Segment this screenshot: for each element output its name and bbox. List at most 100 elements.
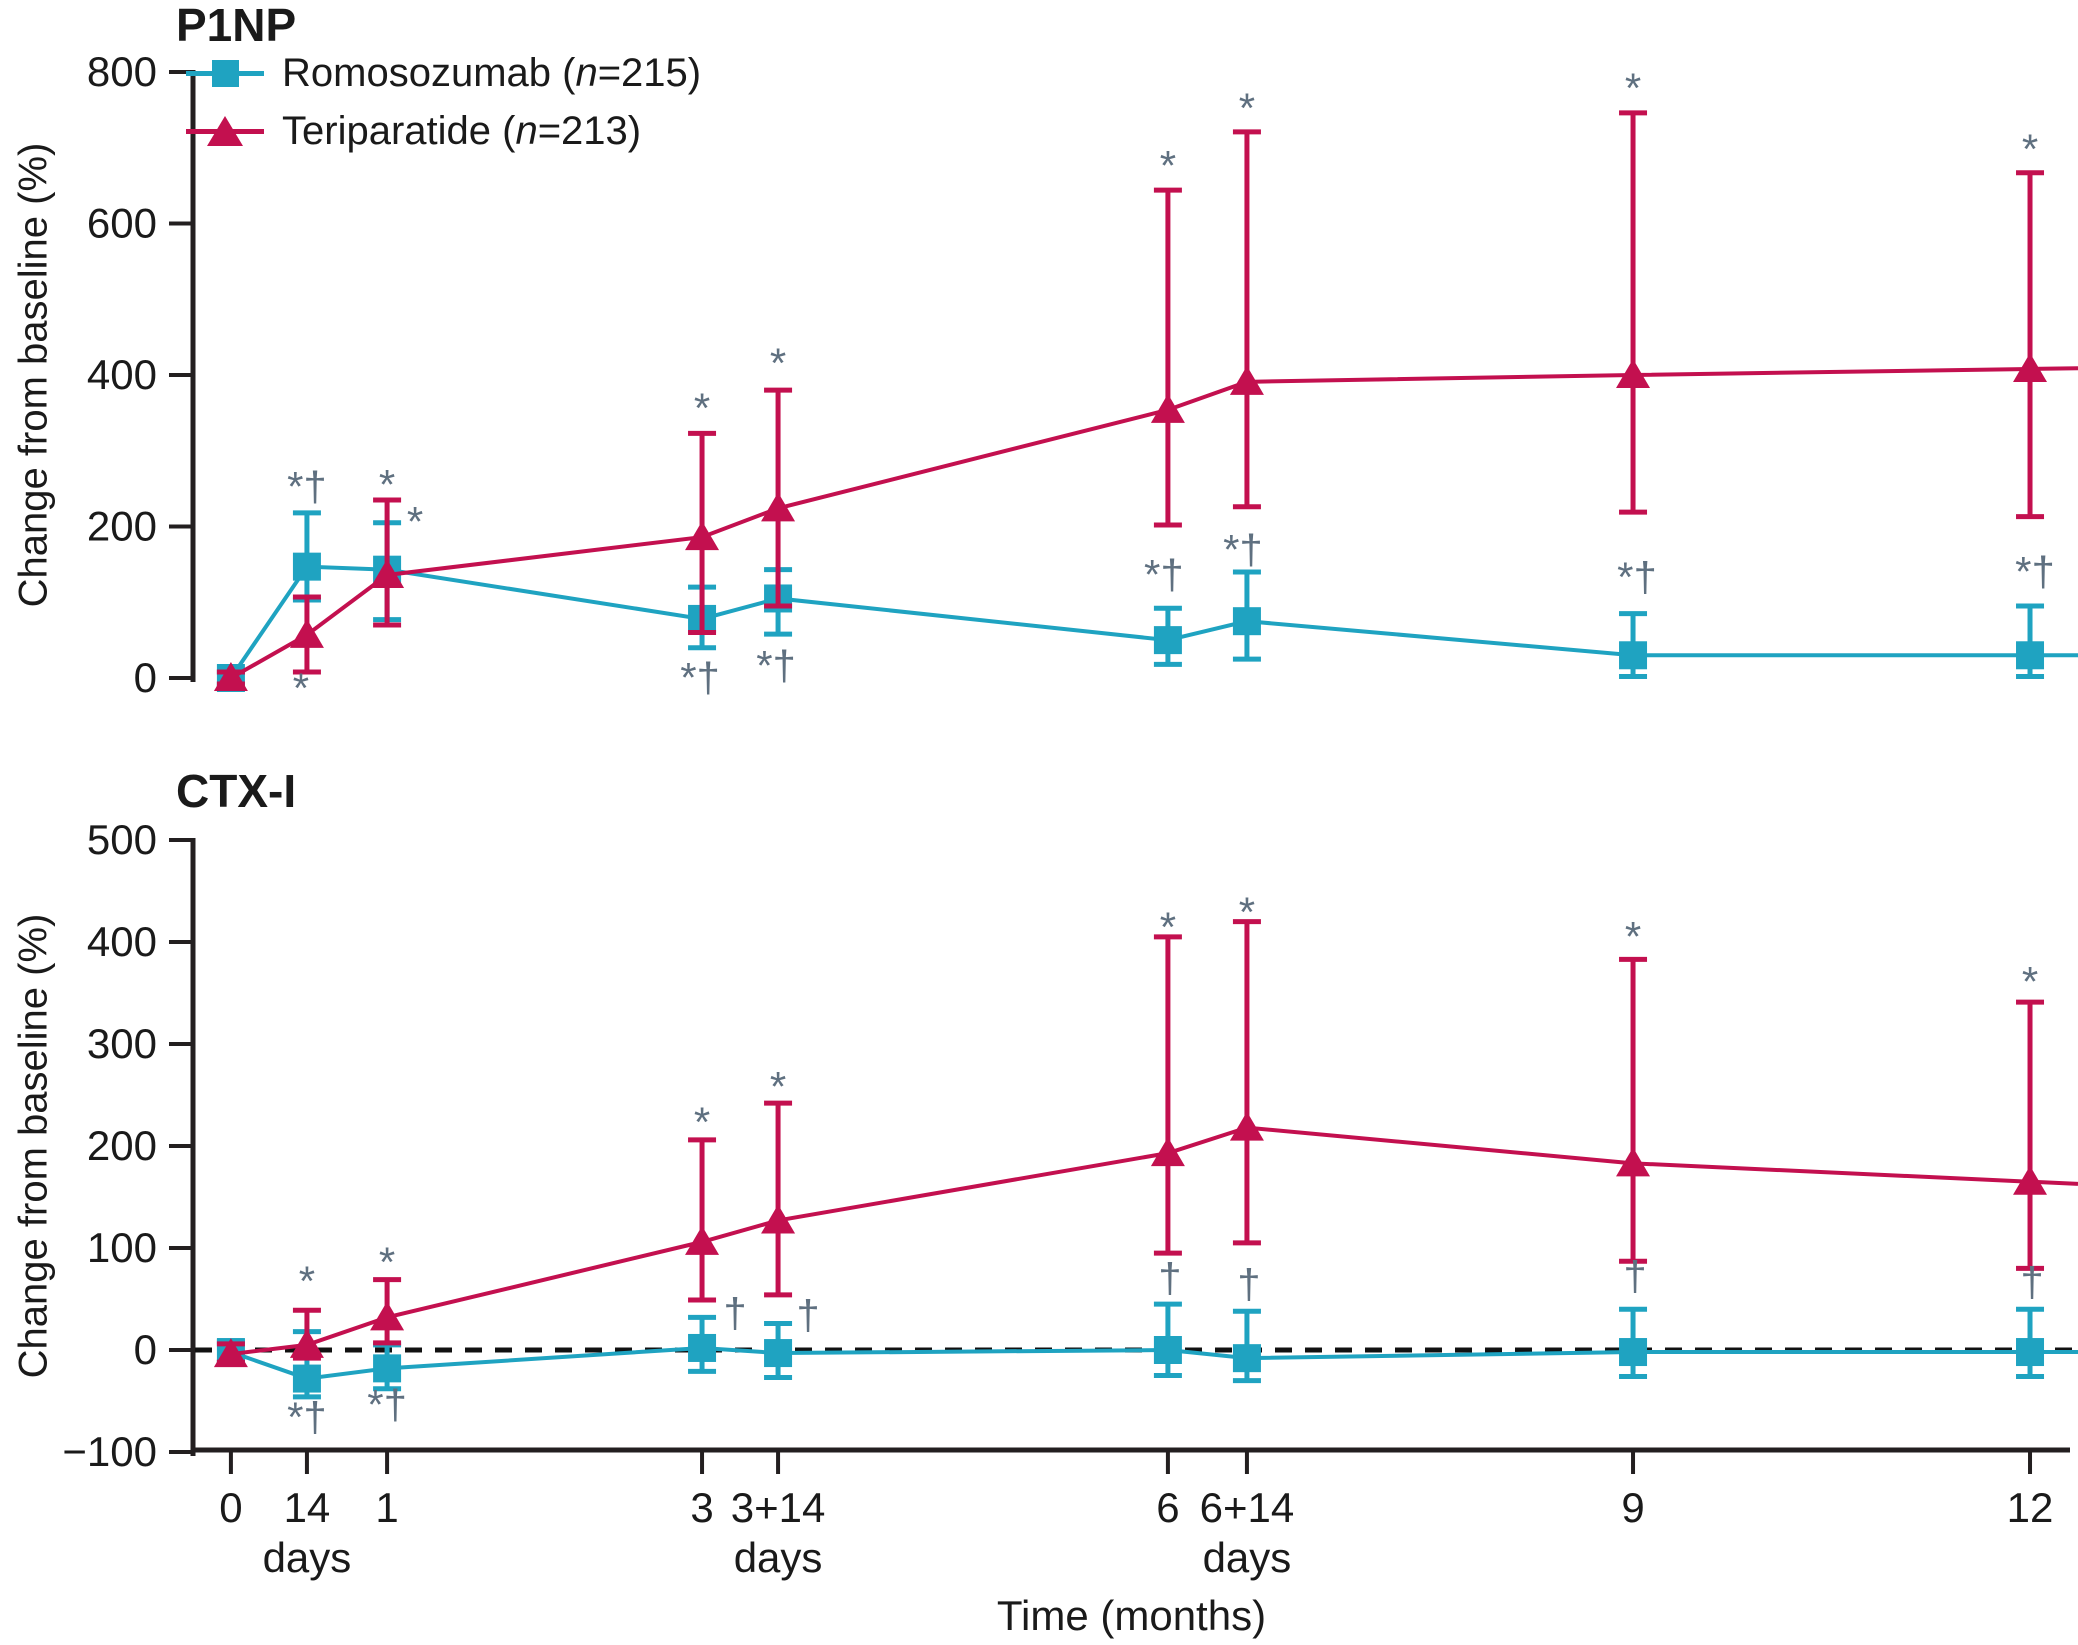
y-tick-label: 400 [87, 918, 157, 965]
significance-marker: * [379, 1238, 395, 1285]
x-tick-label: 9 [1621, 1484, 1644, 1531]
series-line [230, 1125, 2078, 1357]
y-tick-label: 100 [87, 1224, 157, 1271]
legend-row-teriparatide: Teriparatide (n=213) [186, 102, 701, 160]
y-tick-label: −100 [62, 1428, 157, 1475]
significance-marker: *† [287, 1393, 327, 1440]
triangle-marker [213, 1338, 248, 1368]
square-marker [2016, 641, 2045, 670]
triangle-marker [761, 492, 796, 522]
triangle-marker [1229, 365, 1264, 395]
x-tick-label: 0 [219, 1484, 242, 1531]
x-tick-label: 3 [690, 1484, 713, 1531]
x-tick-sublabel: days [734, 1534, 823, 1581]
x-axis-label: Time (months) [996, 1592, 1267, 1639]
significance-marker: † [723, 1289, 746, 1336]
triangle-marker [1150, 393, 1185, 423]
legend-label-post: =213) [537, 108, 642, 153]
square-marker [292, 1364, 321, 1393]
significance-marker: *† [756, 642, 796, 689]
square-marker [1153, 1336, 1182, 1364]
square-marker [2016, 1338, 2045, 1367]
x-tick-sublabel: days [1203, 1534, 1292, 1581]
square-marker [1232, 607, 1261, 636]
y-tick-label: 400 [87, 351, 157, 398]
triangle-marker [289, 1328, 324, 1358]
square-marker [1619, 641, 1648, 670]
y-tick-label: 0 [134, 1326, 157, 1373]
square-marker [1619, 1338, 1648, 1367]
y-axis-p1np: 0 200 400 600 800 [87, 48, 196, 701]
significance-marker: * [1239, 84, 1255, 131]
triangle-marker [2013, 352, 2048, 382]
triangle-marker [761, 1204, 796, 1234]
series-line [230, 1345, 2078, 1381]
significance-marker: * [1160, 904, 1176, 951]
triangle-marker [370, 558, 405, 588]
legend-swatch-teriparatide [207, 116, 243, 146]
significance-marker: *† [1617, 553, 1657, 600]
significance-marker: † [1237, 1261, 1260, 1308]
significance-marker: * [379, 461, 395, 508]
y-tick-label: 800 [87, 48, 157, 95]
y-axis-label-p1np: Change from baseline (%) [11, 142, 56, 608]
significance-marker: * [1625, 65, 1641, 112]
triangle-marker [685, 521, 720, 551]
significance-marker: * [1239, 888, 1255, 935]
x-tick-label: 14 [284, 1484, 331, 1531]
y-axis-ctx-i: −100 0 100 200 300 400 500 [62, 816, 196, 1475]
legend-label-n: n [515, 108, 538, 153]
legend-label-pre: Romosozumab ( [282, 50, 576, 95]
legend: Romosozumab (n=215) Teriparatide (n=213) [186, 44, 701, 160]
triangle-marker [289, 618, 324, 648]
panel-p1np: 0 200 400 600 800 *† * * * * *† * *† * *† * *† * *† * *† [87, 48, 2078, 712]
significance-marker: * [293, 665, 309, 712]
triangle-marker [1616, 1147, 1651, 1177]
y-tick-label: 500 [87, 816, 157, 863]
significance-marker: † [1623, 1253, 1646, 1300]
panel-title-ctx-i: CTX-I [176, 765, 297, 817]
triangle-marker [370, 1301, 405, 1331]
significance-marker: *† [2015, 548, 2055, 595]
series-teriparatide-ctx-i [213, 919, 2078, 1368]
triangle-marker [213, 662, 248, 691]
romosozumab-square-icon [186, 55, 264, 91]
significance-marker: * [1625, 913, 1641, 960]
y-axis-label-ctx-i: Change from baseline (%) [11, 913, 56, 1379]
significance-marker: * [770, 1063, 786, 1110]
legend-swatch-romosozumab [212, 60, 239, 87]
significance-marker: † [1158, 1255, 1181, 1302]
triangle-marker [1229, 1111, 1264, 1141]
significance-marker: † [796, 1291, 819, 1338]
legend-label-romosozumab: Romosozumab (n=215) [282, 51, 701, 96]
y-tick-label: 300 [87, 1020, 157, 1067]
legend-label-pre: Teriparatide ( [282, 108, 516, 153]
y-tick-label: 200 [87, 1122, 157, 1169]
significance-marker: *† [680, 654, 720, 701]
significance-marker: *† [367, 1381, 407, 1428]
significance-marker: *† [1144, 551, 1184, 598]
significance-marker: * [2022, 958, 2038, 1005]
significance-marker: * [694, 1099, 710, 1146]
legend-label-post: =215) [597, 50, 702, 95]
legend-row-romosozumab: Romosozumab (n=215) [186, 44, 701, 102]
significance-marker: † [2020, 1259, 2043, 1306]
triangle-marker [2013, 1165, 2048, 1195]
x-tick-label: 3+14 [731, 1484, 826, 1531]
square-marker [764, 1339, 793, 1368]
legend-label-n: n [575, 50, 598, 95]
y-tick-label: 200 [87, 503, 157, 550]
significance-marker: *† [1223, 526, 1263, 573]
series-line [229, 564, 2078, 680]
x-tick-label: 12 [2007, 1484, 2054, 1531]
significance-marker: * [694, 384, 710, 431]
significance-marker: * [2022, 125, 2038, 172]
x-tick-label: 6 [1156, 1484, 1179, 1531]
panel-title-p1np: P1NP [176, 0, 297, 51]
series-line [229, 366, 2078, 680]
square-marker [688, 1333, 717, 1362]
x-tick-label: 6+14 [1200, 1484, 1295, 1531]
